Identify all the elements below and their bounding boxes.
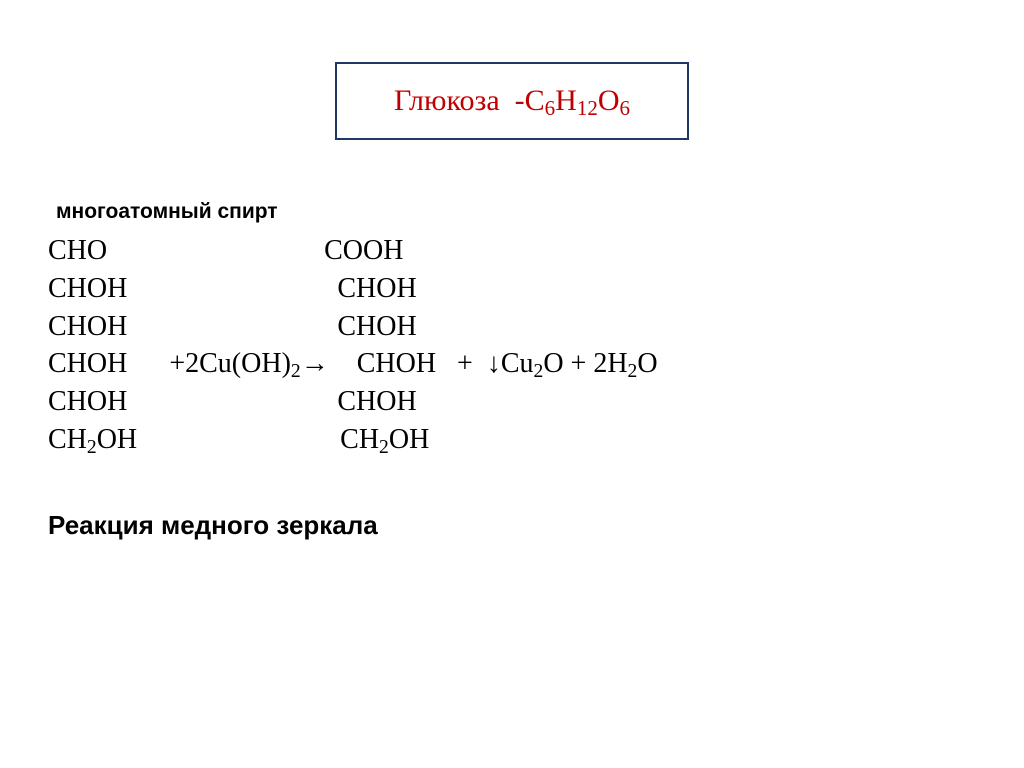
equation-line: СНО СООН [48, 232, 658, 270]
subtitle: многоатомный спирт [56, 200, 278, 224]
equation-line: СН2ОН СН2ОН [48, 421, 658, 459]
equation-line: СНОН СНОН [48, 308, 658, 346]
title-box: Глюкоза -С6Н12О6 [335, 62, 689, 140]
equation-block: СНО СООНСНОН СНОНСНОН СНОНСНОН +2Сu(ОН)2… [48, 232, 658, 459]
equation-line: СНОН +2Сu(ОН)2→ СНОН + ↓Сu2О + 2Н2О [48, 345, 658, 383]
equation-line: СНОН СНОН [48, 270, 658, 308]
reaction-label: Реакция медного зеркала [48, 510, 378, 541]
title-text: Глюкоза -С6Н12О6 [394, 84, 630, 118]
equation-line: СНОН СНОН [48, 383, 658, 421]
